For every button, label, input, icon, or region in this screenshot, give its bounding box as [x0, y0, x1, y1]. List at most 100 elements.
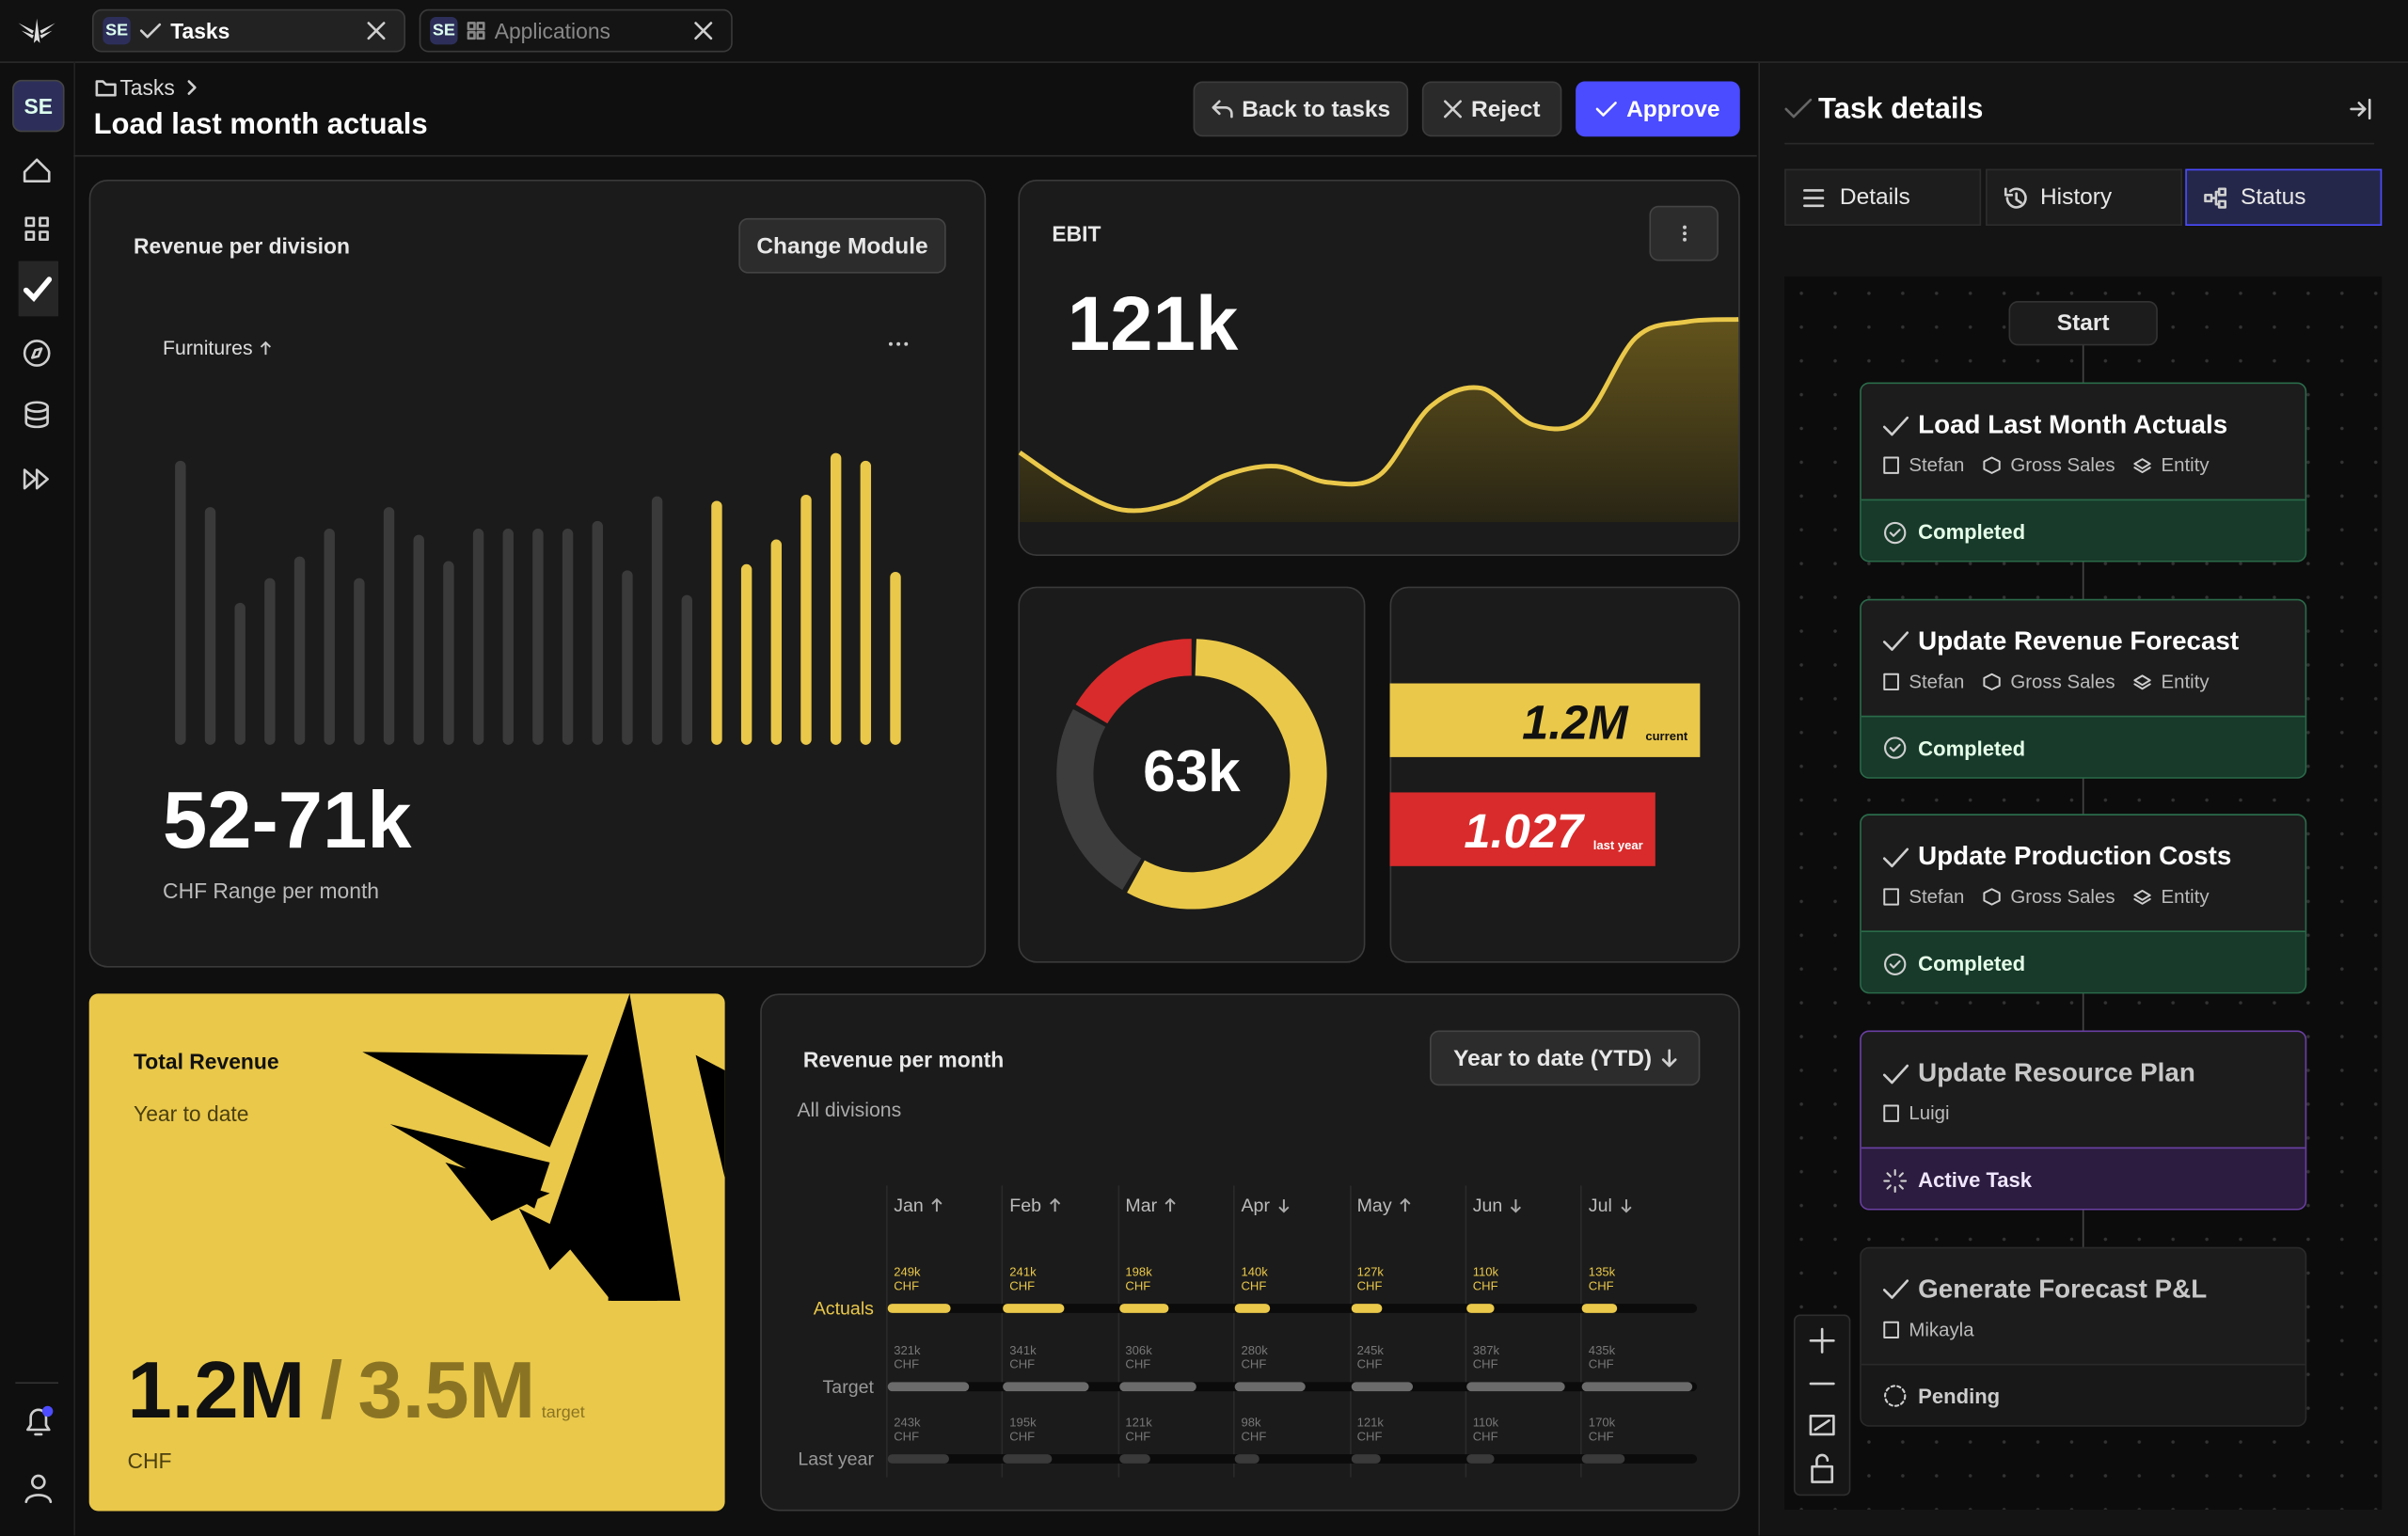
user-icon: [1883, 1104, 1899, 1122]
filter-label: Furnitures: [163, 336, 253, 360]
filter[interactable]: Furnitures: [163, 337, 271, 359]
total-revenue-card: [88, 993, 725, 1512]
task-tab[interactable]: History: [1985, 168, 2182, 226]
avatar[interactable]: SE: [12, 79, 65, 133]
tab-icon: [467, 22, 485, 40]
assignee: Stefan: [1909, 670, 1965, 692]
more-icon[interactable]: [888, 340, 910, 347]
month-bar: [1466, 1304, 1495, 1313]
ytd-dropdown[interactable]: Year to date (YTD): [1430, 1030, 1701, 1086]
node-status: Active Task: [1861, 1147, 2305, 1210]
row-label: Last year: [798, 1448, 874, 1470]
task-divider: [1784, 142, 2375, 145]
nav-icons[interactable]: [18, 150, 59, 504]
month-bar: [1582, 1304, 1617, 1313]
month-bar: [1118, 1454, 1150, 1464]
chevron: [187, 80, 197, 95]
task-tab[interactable]: Status: [2185, 168, 2383, 226]
trend-arrow: [931, 1197, 943, 1212]
month-name: Feb: [1009, 1195, 1042, 1217]
value-label: 249k: [894, 1265, 921, 1279]
trend-arrow-path: [1511, 1199, 1522, 1213]
zoom-controls[interactable]: [1793, 1314, 1851, 1496]
unit-label: CHF: [1472, 1279, 1498, 1293]
status-icon: [1884, 953, 1907, 975]
node-title: Load Last Month Actuals: [1882, 409, 2228, 441]
month-bar: [1351, 1304, 1384, 1313]
back-button[interactable]: Back to tasks: [1193, 81, 1409, 137]
flow-node[interactable]: Update Resource Plan Luigi Active Task: [1860, 1030, 2307, 1211]
month-bar: [1234, 1454, 1260, 1464]
reject-button[interactable]: Reject: [1421, 81, 1562, 137]
collapse-icon[interactable]: [2350, 98, 2371, 120]
status-icon: [1884, 1385, 1907, 1408]
value-label: 110k: [1472, 1265, 1499, 1279]
value-label: 98k: [1241, 1416, 1261, 1430]
target-label: target: [541, 1403, 585, 1422]
trend-arrow-path: [260, 340, 271, 355]
value-label: 435k: [1588, 1343, 1616, 1358]
node-meta: Stefan Gross Sales Entity: [1883, 454, 2219, 476]
close-icon[interactable]: [694, 22, 713, 40]
month-bar: [1351, 1454, 1382, 1464]
row-track: [887, 1454, 1698, 1464]
value-label: 195k: [1009, 1416, 1037, 1430]
close-icon[interactable]: [367, 22, 386, 40]
unit-label: CHF: [1009, 1357, 1036, 1371]
dropdown-label: Year to date (YTD): [1453, 1045, 1653, 1071]
node-title-text: Update Production Costs: [1918, 842, 2232, 872]
month-bar: [1351, 1382, 1413, 1392]
bell-icon[interactable]: [22, 1403, 55, 1440]
check-icon: [1882, 415, 1909, 435]
flow-node[interactable]: Load Last Month Actuals Stefan Gross Sales…: [1860, 382, 2307, 562]
value-label: 341k: [1009, 1343, 1037, 1358]
node-title: Generate Forecast P&L: [1882, 1275, 2207, 1306]
node-meta: Mikayla: [1883, 1319, 1984, 1340]
month-bar: [1003, 1382, 1090, 1392]
month-name: Jun: [1472, 1195, 1503, 1217]
trend-arrow-path: [1620, 1199, 1632, 1213]
brand-mark: [362, 993, 725, 1301]
flow-node[interactable]: Generate Forecast P&L Mikayla Pending: [1860, 1246, 2307, 1427]
tag-icon: [1983, 673, 2001, 690]
node-meta: Stefan Gross Sales Entity: [1883, 887, 2219, 909]
unit-label: CHF: [894, 1279, 920, 1293]
breadcrumb[interactable]: Tasks: [119, 75, 175, 101]
month-bar: [887, 1304, 951, 1313]
node-status: Completed: [1861, 715, 2305, 777]
start-node: Start: [2008, 301, 2158, 346]
task-tab[interactable]: Details: [1784, 168, 1982, 226]
month-label: Feb: [1009, 1195, 1061, 1216]
user-icon[interactable]: [22, 1471, 55, 1505]
unit-label: CHF: [1241, 1279, 1267, 1293]
unit-label: CHF: [1472, 1430, 1498, 1444]
tab-icon: [139, 23, 162, 39]
ebit-menu[interactable]: [1649, 205, 1719, 261]
tab[interactable]: SE Tasks: [91, 8, 406, 53]
back-label: Back to tasks: [1242, 96, 1391, 122]
trend-arrow-path: [1400, 1197, 1411, 1212]
change-module-button[interactable]: Change Module: [738, 217, 946, 274]
trend-arrow: [260, 340, 271, 355]
page-title: Load last month actuals: [93, 108, 428, 142]
target-value: 3.5M: [357, 1346, 536, 1436]
range-value: 52-71k: [163, 777, 412, 866]
unit-label: CHF: [1588, 1430, 1614, 1444]
value-label: 170k: [1588, 1416, 1616, 1430]
approve-button[interactable]: Approve: [1576, 81, 1740, 137]
sidebar: [0, 61, 75, 1536]
value-label: 121k: [1356, 1416, 1384, 1430]
tab[interactable]: SE Applications: [419, 8, 733, 53]
flow-node[interactable]: Update Production Costs Stefan Gross Sales…: [1860, 814, 2307, 994]
row-label: Target: [822, 1375, 874, 1398]
node-title-text: Load Last Month Actuals: [1918, 409, 2228, 439]
tab-badge: SE: [430, 16, 458, 45]
trend-arrow: [1511, 1199, 1522, 1213]
tag: Entity: [2161, 886, 2210, 909]
panel-title: Revenue per division: [134, 233, 350, 259]
separator: /: [320, 1346, 343, 1436]
flow-node[interactable]: Update Revenue Forecast Stefan Gross Sales…: [1860, 598, 2307, 779]
trend-arrow-path: [1050, 1197, 1061, 1212]
month-separator: [1233, 1185, 1235, 1478]
